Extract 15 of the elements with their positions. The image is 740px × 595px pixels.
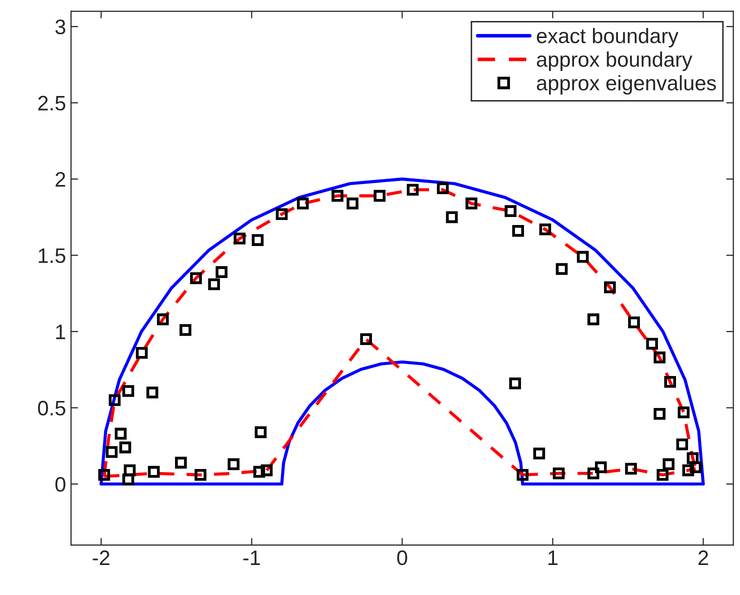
y-tick-label: 1	[56, 324, 66, 340]
x-tick-label: -1	[243, 550, 260, 565]
legend-label: approx eigenvalues	[536, 75, 716, 95]
y-tick-label: 0.5	[38, 400, 66, 416]
y-tick-label: 2.5	[38, 96, 66, 111]
x-tick-label: 2	[698, 550, 708, 565]
y-tick-label: 2	[56, 172, 66, 187]
x-tick-label: 0	[397, 550, 408, 566]
legend-label: exact boundary	[536, 28, 678, 48]
x-tick-label: -2	[92, 550, 110, 565]
x-tick-label: 1	[548, 550, 558, 565]
y-tick-label: 1.5	[38, 248, 66, 264]
y-tick-label: 0	[55, 477, 66, 492]
legend-label: approx boundary	[536, 52, 692, 71]
y-tick-label: 3	[55, 20, 66, 34]
